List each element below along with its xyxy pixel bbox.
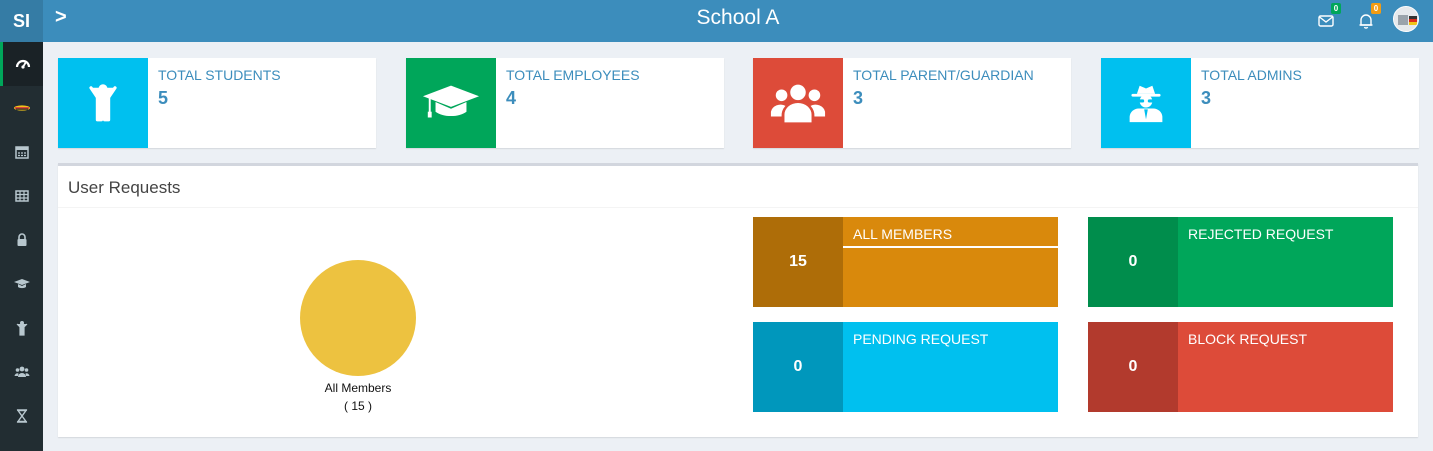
card-body: ALL MEMBERS xyxy=(843,217,1058,307)
panel-title: User Requests xyxy=(68,178,181,197)
stat-value: 5 xyxy=(158,88,169,108)
card-all-members[interactable]: 15 ALL MEMBERS xyxy=(753,217,1058,307)
bell-icon xyxy=(1359,14,1373,29)
pie-chart-svg xyxy=(300,260,416,376)
app-logo[interactable]: SI xyxy=(0,0,43,42)
table-icon xyxy=(14,190,29,202)
card-label: BLOCK REQUEST xyxy=(1188,331,1308,347)
user-avatar[interactable] xyxy=(1393,6,1419,32)
pie-slice-all-members[interactable] xyxy=(300,260,416,376)
stat-total-employees[interactable]: TOTAL EMPLOYEES 4 xyxy=(406,58,724,148)
dashboard-icon xyxy=(15,59,31,69)
sidebar-item-calendar[interactable] xyxy=(0,130,43,174)
messages-button[interactable]: 0 xyxy=(1317,3,1341,30)
card-body: REJECTED REQUEST xyxy=(1178,217,1393,307)
user-secret-icon xyxy=(1129,85,1163,123)
stat-icon-box xyxy=(753,58,843,148)
stat-icon-box xyxy=(406,58,496,148)
card-count: 0 xyxy=(1088,322,1178,412)
child-icon xyxy=(89,84,117,122)
lock-icon xyxy=(17,233,26,246)
page-title: School A xyxy=(696,6,780,29)
users-icon xyxy=(770,84,826,123)
stat-value: 3 xyxy=(1201,88,1212,108)
school-flag-icon xyxy=(13,105,30,111)
stat-total-admins[interactable]: TOTAL ADMINS 3 xyxy=(1101,58,1419,148)
sidebar-item-hourglass[interactable] xyxy=(0,394,43,438)
notifications-button[interactable]: 0 xyxy=(1357,3,1381,30)
stat-label: TOTAL EMPLOYEES xyxy=(506,67,640,83)
pie-legend-label: All Members xyxy=(324,381,392,395)
calendar-icon xyxy=(14,146,29,159)
hourglass-icon xyxy=(16,409,27,423)
stat-label: TOTAL ADMINS xyxy=(1201,67,1302,83)
stat-icon-box xyxy=(58,58,148,148)
panel-divider xyxy=(58,207,1418,208)
card-count: 0 xyxy=(1088,217,1178,307)
card-label: PENDING REQUEST xyxy=(853,331,989,347)
sidebar-toggle-button[interactable]: > xyxy=(55,6,67,28)
envelope-icon xyxy=(1318,15,1334,27)
sidebar-item-graduation[interactable] xyxy=(0,262,43,306)
user-requests-pie-chart xyxy=(298,258,418,383)
card-label: REJECTED REQUEST xyxy=(1188,226,1334,242)
stat-value: 3 xyxy=(853,88,864,108)
stat-label: TOTAL STUDENTS xyxy=(158,67,281,83)
top-header: > School A 0 0 xyxy=(43,0,1433,42)
graduation-cap-icon xyxy=(422,85,480,118)
users-icon xyxy=(14,366,29,377)
card-label: ALL MEMBERS xyxy=(853,226,953,242)
sidebar: SI xyxy=(0,0,43,451)
notifications-badge: 0 xyxy=(1371,3,1381,14)
card-block-request[interactable]: 0 BLOCK REQUEST xyxy=(1088,322,1393,412)
card-count: 0 xyxy=(753,322,843,412)
messages-badge: 0 xyxy=(1331,3,1341,14)
sidebar-item-child[interactable] xyxy=(0,306,43,350)
stat-total-parent-guardian[interactable]: TOTAL PARENT/GUARDIAN 3 xyxy=(753,58,1071,148)
card-body: BLOCK REQUEST xyxy=(1178,322,1393,412)
sidebar-item-school[interactable] xyxy=(0,86,43,130)
child-icon xyxy=(16,321,27,336)
sidebar-item-users[interactable] xyxy=(0,350,43,394)
avatar-image-icon xyxy=(1394,7,1418,31)
stat-label: TOTAL PARENT/GUARDIAN xyxy=(853,67,1034,83)
sidebar-item-table[interactable] xyxy=(0,174,43,218)
pie-legend: All Members ( 15 ) xyxy=(298,379,418,415)
user-requests-panel: User Requests All Members ( 15 ) 15 ALL … xyxy=(58,163,1418,437)
stat-icon-box xyxy=(1101,58,1191,148)
card-rejected-request[interactable]: 0 REJECTED REQUEST xyxy=(1088,217,1393,307)
sidebar-item-lock[interactable] xyxy=(0,218,43,262)
graduation-cap-icon xyxy=(13,279,30,289)
card-progress-bar xyxy=(843,246,1058,248)
card-count: 15 xyxy=(753,217,843,307)
stat-total-students[interactable]: TOTAL STUDENTS 5 xyxy=(58,58,376,148)
card-body: PENDING REQUEST xyxy=(843,322,1058,412)
stat-value: 4 xyxy=(506,88,517,108)
sidebar-item-dashboard[interactable] xyxy=(0,42,43,86)
card-pending-request[interactable]: 0 PENDING REQUEST xyxy=(753,322,1058,412)
pie-legend-count: ( 15 ) xyxy=(343,399,372,413)
